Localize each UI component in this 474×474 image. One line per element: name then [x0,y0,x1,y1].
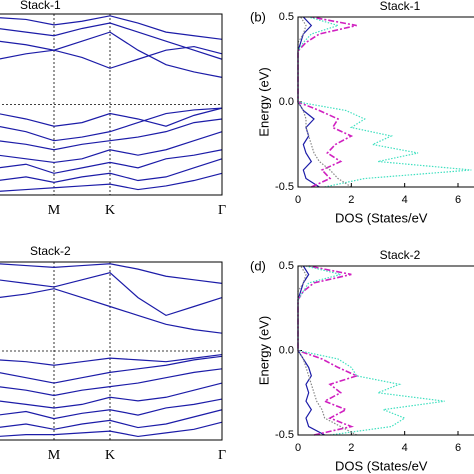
band [0,107,223,142]
y-tick-label: -0.5 [275,429,294,441]
dos-curve [297,16,352,188]
band [0,158,223,183]
band [0,409,223,430]
y-tick-label: 0.0 [279,96,294,108]
x-axis-label: DOS (States/eV [335,458,428,473]
x-tick-label: M [48,203,61,218]
dos-curve [297,16,472,188]
x-tick-label: 2 [348,442,354,454]
plot-frame [0,261,223,441]
x-tick-label: K [105,203,115,218]
x-tick-label: 0 [295,194,301,206]
x-tick-label: 6 [455,442,461,454]
band [0,368,223,397]
band [0,355,223,384]
y-tick-label: 0.5 [279,260,294,272]
band [0,118,223,151]
band [0,172,223,192]
dos-curve [297,265,445,436]
x-tick-label: 0 [295,442,301,454]
band [0,45,223,69]
band [0,131,223,164]
band [0,421,223,438]
x-tick-label: M [48,448,61,463]
x-tick-label: 4 [402,442,408,454]
dos-curve [297,16,357,188]
x-tick-label: Γ [218,203,226,218]
y-axis-label: Energy (eV) [256,67,271,136]
x-tick-label: 6 [455,194,461,206]
band [0,272,223,317]
dos-curve [297,265,357,436]
chart-title: Stack-1 [20,0,61,12]
chart-title: Stack-2 [380,248,421,262]
panel-label: (d) [250,258,266,273]
x-tick-label: Γ [218,448,226,463]
plot-frame [0,13,223,196]
band [0,31,223,78]
x-tick-label: 2 [348,194,354,206]
band [0,149,223,174]
band [0,288,223,334]
chart-title: Stack-2 [30,244,71,258]
dos-curve [297,265,359,436]
band [0,107,223,127]
band [0,15,223,40]
y-tick-label: -0.5 [275,181,294,193]
chart-title: Stack-1 [380,0,421,13]
x-tick-label: 4 [402,194,408,206]
y-tick-label: 0.5 [279,11,294,23]
x-axis-label: DOS (States/eV [335,210,428,225]
band [0,353,223,366]
band [0,398,223,420]
x-tick-label: K [105,448,115,463]
band [0,22,223,60]
y-tick-label: 0.0 [279,344,294,356]
plot-frame [297,265,474,436]
plot-frame [297,16,474,188]
panel-label: (b) [250,9,266,24]
band [0,382,223,409]
y-axis-label: Energy (eV) [256,316,271,385]
band [0,263,223,284]
